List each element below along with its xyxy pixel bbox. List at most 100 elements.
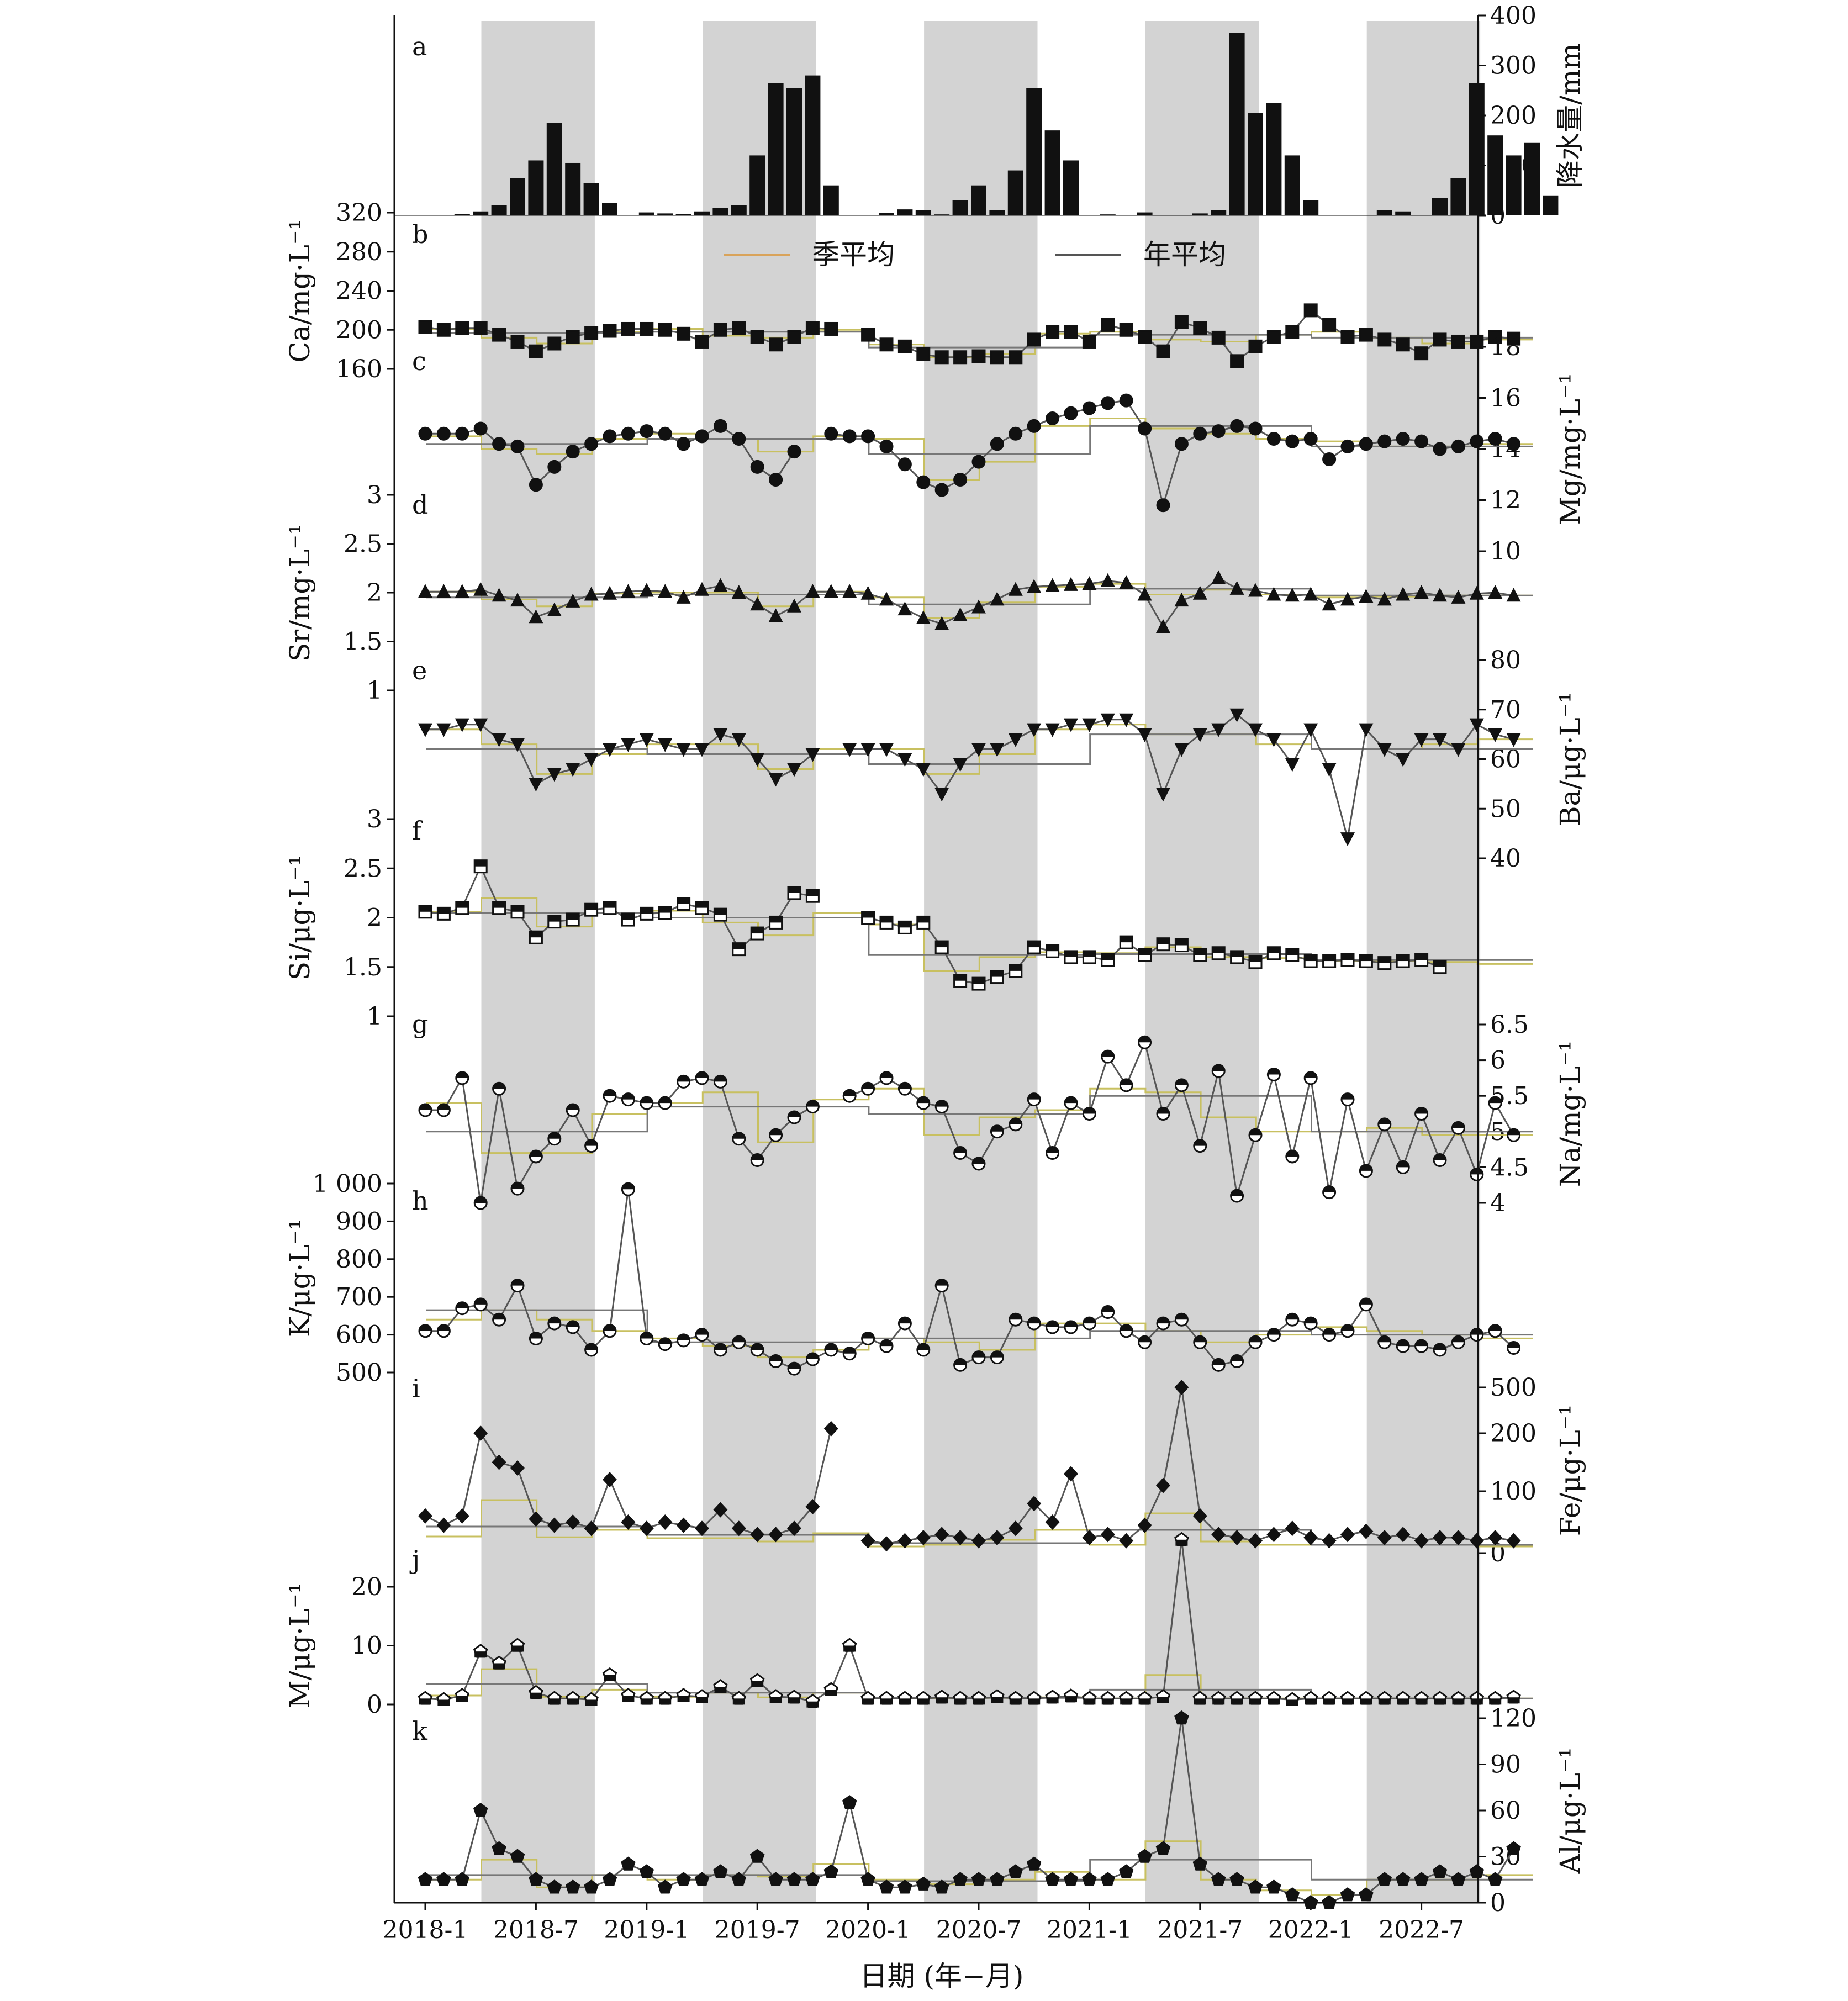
data-point-fill bbox=[862, 1332, 874, 1339]
data-point bbox=[1359, 437, 1373, 451]
data-point bbox=[990, 592, 1005, 606]
data-point bbox=[621, 1514, 636, 1530]
data-point bbox=[823, 1421, 838, 1437]
data-point bbox=[1340, 592, 1355, 606]
data-point bbox=[1266, 432, 1281, 446]
bar bbox=[1469, 83, 1485, 215]
bar bbox=[915, 210, 931, 215]
data-point bbox=[1396, 1527, 1411, 1543]
data-point-fill bbox=[1009, 964, 1022, 971]
data-point bbox=[805, 584, 820, 598]
data-point-fill bbox=[825, 1343, 837, 1350]
panel-letter: g bbox=[412, 1009, 428, 1039]
data-point bbox=[1174, 1710, 1189, 1725]
data-point bbox=[1101, 396, 1115, 410]
data-point bbox=[695, 743, 709, 757]
bar bbox=[934, 214, 950, 215]
data-point bbox=[879, 592, 894, 606]
bar bbox=[1487, 135, 1503, 215]
data-point bbox=[658, 323, 672, 337]
data-point bbox=[1285, 434, 1300, 448]
data-point-fill bbox=[1028, 1093, 1041, 1100]
data-point bbox=[1211, 570, 1226, 584]
data-point-fill bbox=[806, 1100, 819, 1107]
data-point bbox=[1193, 426, 1207, 441]
data-point bbox=[603, 324, 617, 338]
data-point bbox=[1100, 1527, 1115, 1543]
bar bbox=[473, 211, 489, 215]
data-point-fill bbox=[1507, 1342, 1520, 1348]
data-point-fill bbox=[1452, 1122, 1465, 1128]
data-point-fill bbox=[1028, 1317, 1041, 1324]
data-point bbox=[1433, 442, 1447, 456]
data-point bbox=[786, 1872, 802, 1886]
data-point-fill bbox=[1286, 1699, 1298, 1706]
data-point-fill bbox=[1046, 1321, 1059, 1327]
y-axis-label: Mg/mg·L⁻¹ bbox=[1554, 373, 1586, 525]
data-point bbox=[529, 609, 543, 624]
data-point bbox=[1174, 315, 1189, 329]
data-point-fill bbox=[585, 1343, 598, 1350]
data-point bbox=[990, 743, 1005, 757]
data-point-fill bbox=[936, 941, 948, 948]
shade-band-1 bbox=[703, 21, 816, 1903]
bar bbox=[1137, 212, 1153, 215]
data-point bbox=[1082, 334, 1096, 349]
data-point bbox=[529, 1872, 543, 1886]
data-point bbox=[750, 753, 765, 767]
y-tick-label: 900 bbox=[336, 1207, 382, 1236]
data-point-fill bbox=[1138, 1698, 1151, 1705]
data-point bbox=[916, 347, 931, 361]
bar bbox=[675, 214, 691, 215]
data-point-fill bbox=[1194, 1139, 1206, 1146]
data-point bbox=[1285, 325, 1300, 339]
data-point bbox=[1101, 318, 1115, 332]
data-point bbox=[1433, 588, 1447, 602]
data-point bbox=[1229, 580, 1244, 595]
data-point bbox=[1230, 419, 1244, 433]
data-point bbox=[1506, 1533, 1521, 1549]
y-tick-label: 3 bbox=[367, 481, 382, 509]
data-point bbox=[621, 738, 636, 752]
data-point bbox=[916, 1530, 931, 1545]
data-point bbox=[897, 1879, 912, 1894]
data-point bbox=[1285, 1887, 1300, 1902]
data-point-fill bbox=[1231, 1190, 1243, 1196]
data-point bbox=[953, 758, 968, 772]
data-point bbox=[1377, 592, 1392, 606]
data-point bbox=[1322, 763, 1337, 777]
data-point bbox=[1488, 585, 1503, 599]
data-point bbox=[1046, 325, 1060, 339]
data-point bbox=[621, 426, 635, 441]
y-tick-label: 160 bbox=[336, 355, 382, 383]
y-tick-label: 1.5 bbox=[344, 628, 382, 656]
data-point bbox=[1119, 713, 1134, 727]
data-point-fill bbox=[954, 1147, 967, 1153]
data-point-fill bbox=[1138, 1336, 1151, 1343]
data-point-fill bbox=[456, 1302, 468, 1308]
data-point-fill bbox=[1157, 938, 1169, 944]
data-point bbox=[1082, 1530, 1097, 1545]
data-point bbox=[529, 1511, 543, 1527]
data-point-fill bbox=[1434, 960, 1446, 967]
data-point bbox=[510, 439, 525, 453]
data-point bbox=[879, 439, 894, 453]
y-tick-label: 20 bbox=[351, 1573, 382, 1601]
data-point-fill bbox=[530, 1692, 542, 1699]
data-point bbox=[916, 610, 931, 625]
x-tick-label: 2021-1 bbox=[1047, 1916, 1132, 1944]
data-point-fill bbox=[604, 901, 616, 908]
bar bbox=[602, 203, 617, 215]
data-point bbox=[823, 1864, 839, 1878]
data-point bbox=[750, 460, 764, 474]
data-point bbox=[934, 1879, 949, 1894]
data-point bbox=[492, 1454, 506, 1470]
data-point bbox=[1008, 1864, 1023, 1878]
bar bbox=[510, 178, 525, 215]
bar bbox=[1192, 213, 1208, 215]
data-point bbox=[418, 426, 432, 441]
data-point bbox=[566, 1514, 580, 1530]
data-point bbox=[510, 1849, 525, 1863]
data-point bbox=[1322, 318, 1337, 332]
data-point-fill bbox=[1138, 949, 1151, 955]
